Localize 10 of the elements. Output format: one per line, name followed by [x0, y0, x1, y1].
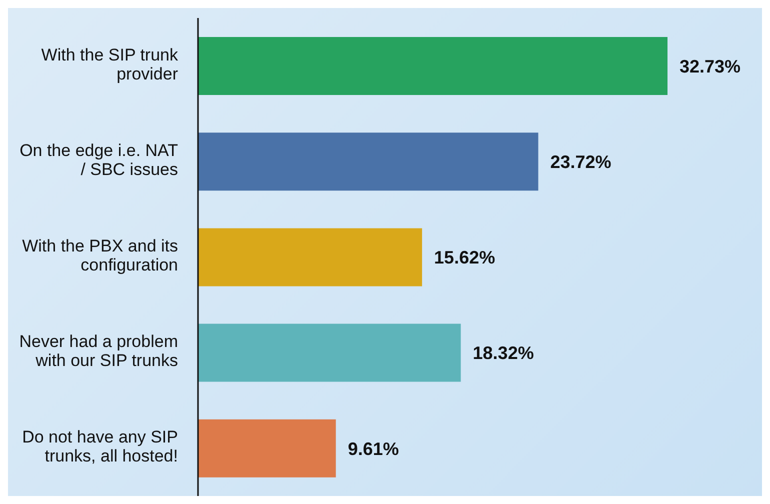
data-label: 15.62%	[434, 248, 496, 268]
data-label: 23.72%	[550, 152, 612, 172]
y-tick-label: With the SIP trunk provider	[41, 46, 178, 84]
data-label: 18.32%	[472, 343, 534, 364]
data-label: 9.61%	[348, 438, 399, 459]
y-tick-label: On the edge i.e. NAT / SBC issues	[20, 141, 178, 180]
y-tick-label: Do not have any SIP trunks, all hosted!	[22, 428, 178, 466]
data-label: 32.73%	[679, 56, 741, 76]
y-tick-label: Never had a problem with our SIP trunks	[19, 332, 178, 371]
y-tick-label: With the PBX and its configuration	[22, 236, 178, 275]
